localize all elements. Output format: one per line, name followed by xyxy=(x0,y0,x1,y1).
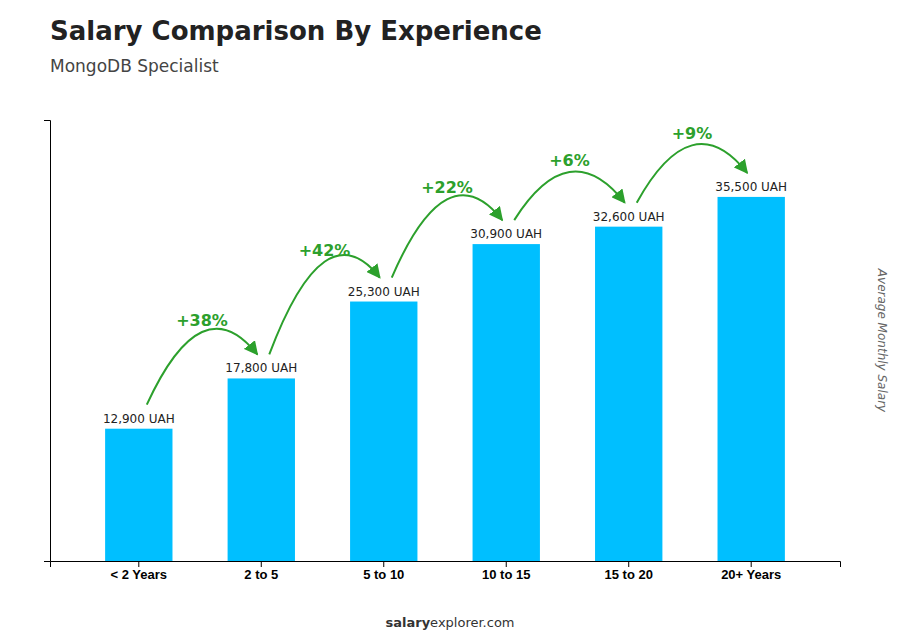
annotation: +22% xyxy=(421,178,473,197)
x-tick: 5 to 10 xyxy=(363,561,404,582)
plot: < 2 Years 2 to 5 5 to 10 10 to 15 15 to 20 20… xyxy=(44,121,841,583)
change-arrow xyxy=(637,144,747,203)
x-tick-label: 10 to 15 xyxy=(482,567,530,582)
x-tick-label: 15 to 20 xyxy=(605,567,653,582)
bar xyxy=(718,197,785,561)
data-label: 25,300 UAH xyxy=(348,285,420,299)
bar xyxy=(228,378,295,561)
x-tick-label: < 2 Years xyxy=(111,567,168,582)
x-tick-label: 5 to 10 xyxy=(363,567,404,582)
x-axis: < 2 Years 2 to 5 5 to 10 10 to 15 15 to 20 20… xyxy=(51,561,841,582)
y-axis-line xyxy=(44,121,51,562)
x-tick: 15 to 20 xyxy=(605,561,653,582)
annotations: +38% +42% +22% +6% +9% xyxy=(147,124,747,404)
annotation: +9% xyxy=(672,124,713,143)
x-tick-mark xyxy=(261,561,262,567)
x-tick-label: 20+ Years xyxy=(721,567,781,582)
x-tick-mark xyxy=(628,561,629,567)
x-axis-line xyxy=(51,562,841,568)
bar xyxy=(105,429,172,561)
data-label: 30,900 UAH xyxy=(470,227,542,241)
title: Salary Comparison By Experience xyxy=(50,16,542,46)
change-arrow xyxy=(147,329,257,405)
subtitle: MongoDB Specialist xyxy=(50,56,219,76)
x-tick: 20+ Years xyxy=(721,561,781,582)
annotation: +6% xyxy=(549,151,590,170)
x-tick-mark xyxy=(751,561,752,567)
source: salaryexplorer.com xyxy=(385,615,514,630)
y-axis-title: Average Monthly Salary xyxy=(875,268,889,413)
x-tick: 2 to 5 xyxy=(244,561,278,582)
source-part: explorer.com xyxy=(430,615,514,630)
data-labels: 12,900 UAH 17,800 UAH 25,300 UAH 30,900 UAH… xyxy=(103,180,787,426)
data-label: 17,800 UAH xyxy=(225,361,297,375)
x-tick-mark xyxy=(506,561,507,567)
chart: Salary Comparison By Experience MongoDB S… xyxy=(0,0,900,641)
x-tick-mark xyxy=(383,561,384,567)
data-label: 12,900 UAH xyxy=(103,412,175,426)
bar xyxy=(350,302,417,561)
data-label: 32,600 UAH xyxy=(593,210,665,224)
x-tick: 10 to 15 xyxy=(482,561,530,582)
source-part: salary xyxy=(385,615,430,630)
annotation: +38% xyxy=(176,311,228,330)
bars xyxy=(105,197,785,561)
change-arrow xyxy=(269,255,379,355)
annotation: +42% xyxy=(299,241,351,260)
change-arrow xyxy=(392,195,502,277)
y-axis xyxy=(44,121,51,562)
bar xyxy=(473,244,540,561)
x-tick-mark xyxy=(138,561,139,567)
x-tick-label: 2 to 5 xyxy=(244,567,278,582)
x-tick: < 2 Years xyxy=(111,561,168,582)
change-arrow xyxy=(514,172,624,221)
data-label: 35,500 UAH xyxy=(715,180,787,194)
bar xyxy=(595,227,662,561)
